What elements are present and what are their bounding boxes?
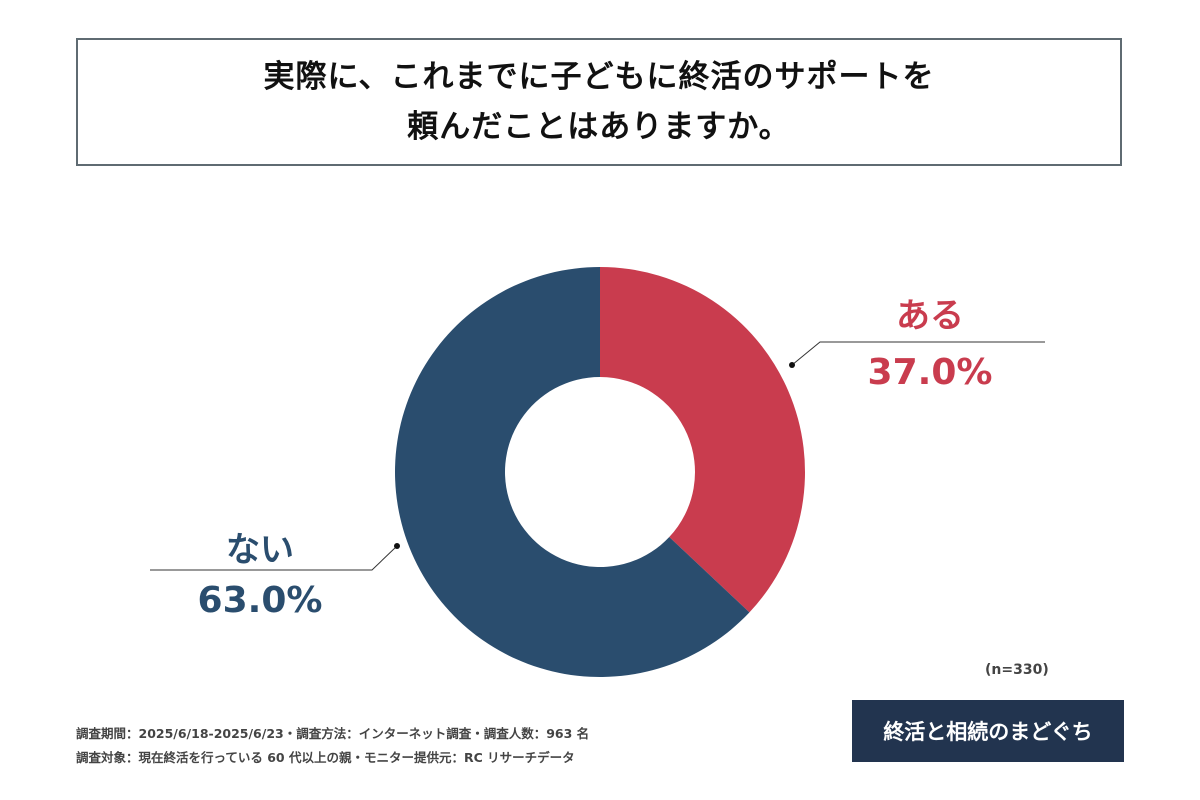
title-line-2: 頼んだことはありますか。 (407, 109, 791, 145)
sample-size: (n=330) (985, 662, 1049, 678)
logo: 終活と相続のまどぐち (852, 700, 1124, 762)
title-box: 実際に、これまでに子どもに終活のサポートを 頼んだことはありますか。 (76, 38, 1122, 166)
footer-line-2: 調査対象：現在終活を行っている 60 代以上の親・モニター提供元：RC リサーチ… (76, 750, 575, 765)
label-aru: ある (896, 296, 964, 336)
label-nai: ない (226, 530, 294, 570)
slice-1 (395, 267, 750, 677)
value-nai: 63.0% (197, 580, 323, 621)
title-line-1: 実際に、これまでに子どもに終活のサポートを (263, 59, 935, 95)
footer-line-1: 調査期間：2025/6/18-2025/6/23・調査方法：インターネット調査・… (76, 726, 590, 741)
leader-dot-1 (394, 543, 400, 549)
leader-line-1 (150, 545, 398, 571)
value-aru: 37.0% (867, 352, 993, 393)
leader-dot-0 (789, 362, 795, 368)
leader-line-0 (791, 341, 1045, 366)
slice-0 (600, 267, 806, 613)
